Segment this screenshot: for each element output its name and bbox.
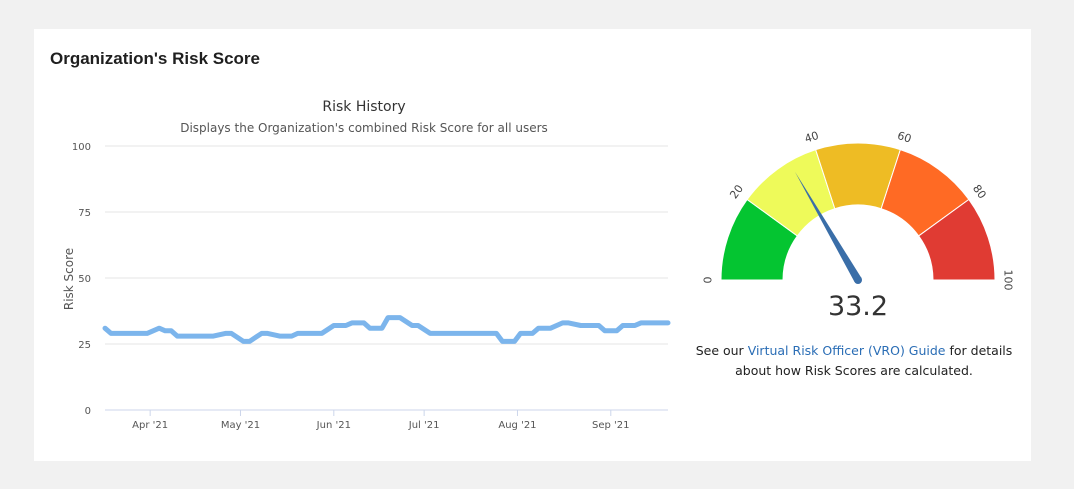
- x-tick-label: Jun '21: [316, 420, 351, 431]
- x-tick-label: Jul '21: [408, 420, 440, 431]
- y-tick-label: 50: [78, 274, 91, 285]
- gauge-tick-label: 80: [970, 182, 989, 201]
- risk-history-chart: Risk History Displays the Organization's…: [62, 99, 671, 431]
- x-tick-label: Aug '21: [498, 420, 536, 431]
- needle-pivot: [854, 276, 862, 284]
- needle-pointer: [795, 172, 862, 283]
- risk-score-panel: Organization's Risk Score Risk History D…: [34, 29, 1031, 461]
- chart-subtitle: Displays the Organization's combined Ris…: [180, 121, 548, 135]
- x-tick-label: Apr '21: [132, 420, 168, 431]
- y-axis-label: Risk Score: [62, 248, 76, 310]
- gauge-tick-label: 60: [896, 129, 913, 146]
- chart-title: Risk History: [322, 99, 405, 115]
- note-suffix: for details about how Risk Scores are ca…: [735, 343, 1013, 378]
- x-tick-label: Sep '21: [592, 420, 630, 431]
- risk-gauge: 0 20 40 60 80 100 33.2: [702, 129, 1015, 322]
- y-axis-ticks: 0 25 50 75 100: [72, 142, 91, 417]
- y-tick-label: 75: [78, 208, 91, 219]
- gauge-value: 33.2: [828, 291, 888, 322]
- panel-title: Organization's Risk Score: [50, 49, 260, 68]
- gauge-tick-label: 40: [803, 129, 820, 146]
- x-tick-label: May '21: [221, 420, 260, 431]
- risk-score-line[interactable]: [102, 315, 671, 344]
- vro-guide-note: See our Virtual Risk Officer (VRO) Guide…: [689, 341, 1019, 381]
- risk-series[interactable]: [102, 315, 671, 344]
- gauge-bands: [720, 142, 996, 281]
- y-tick-label: 100: [72, 142, 91, 153]
- gauge-tick-label: 0: [702, 277, 715, 284]
- gauge-tick-label: 100: [1002, 270, 1015, 291]
- gridlines: [105, 145, 668, 345]
- x-axis: Apr '21 May '21 Jun '21 Jul '21 Aug '21 Sep '…: [105, 409, 668, 431]
- note-prefix: See our: [695, 343, 748, 358]
- gauge-needle: [795, 172, 862, 284]
- gauge-band: [917, 198, 996, 281]
- vro-guide-link[interactable]: Virtual Risk Officer (VRO) Guide: [747, 343, 946, 358]
- gauge-tick-label: 20: [727, 182, 746, 201]
- y-tick-label: 25: [78, 340, 91, 351]
- y-tick-label: 0: [85, 406, 91, 417]
